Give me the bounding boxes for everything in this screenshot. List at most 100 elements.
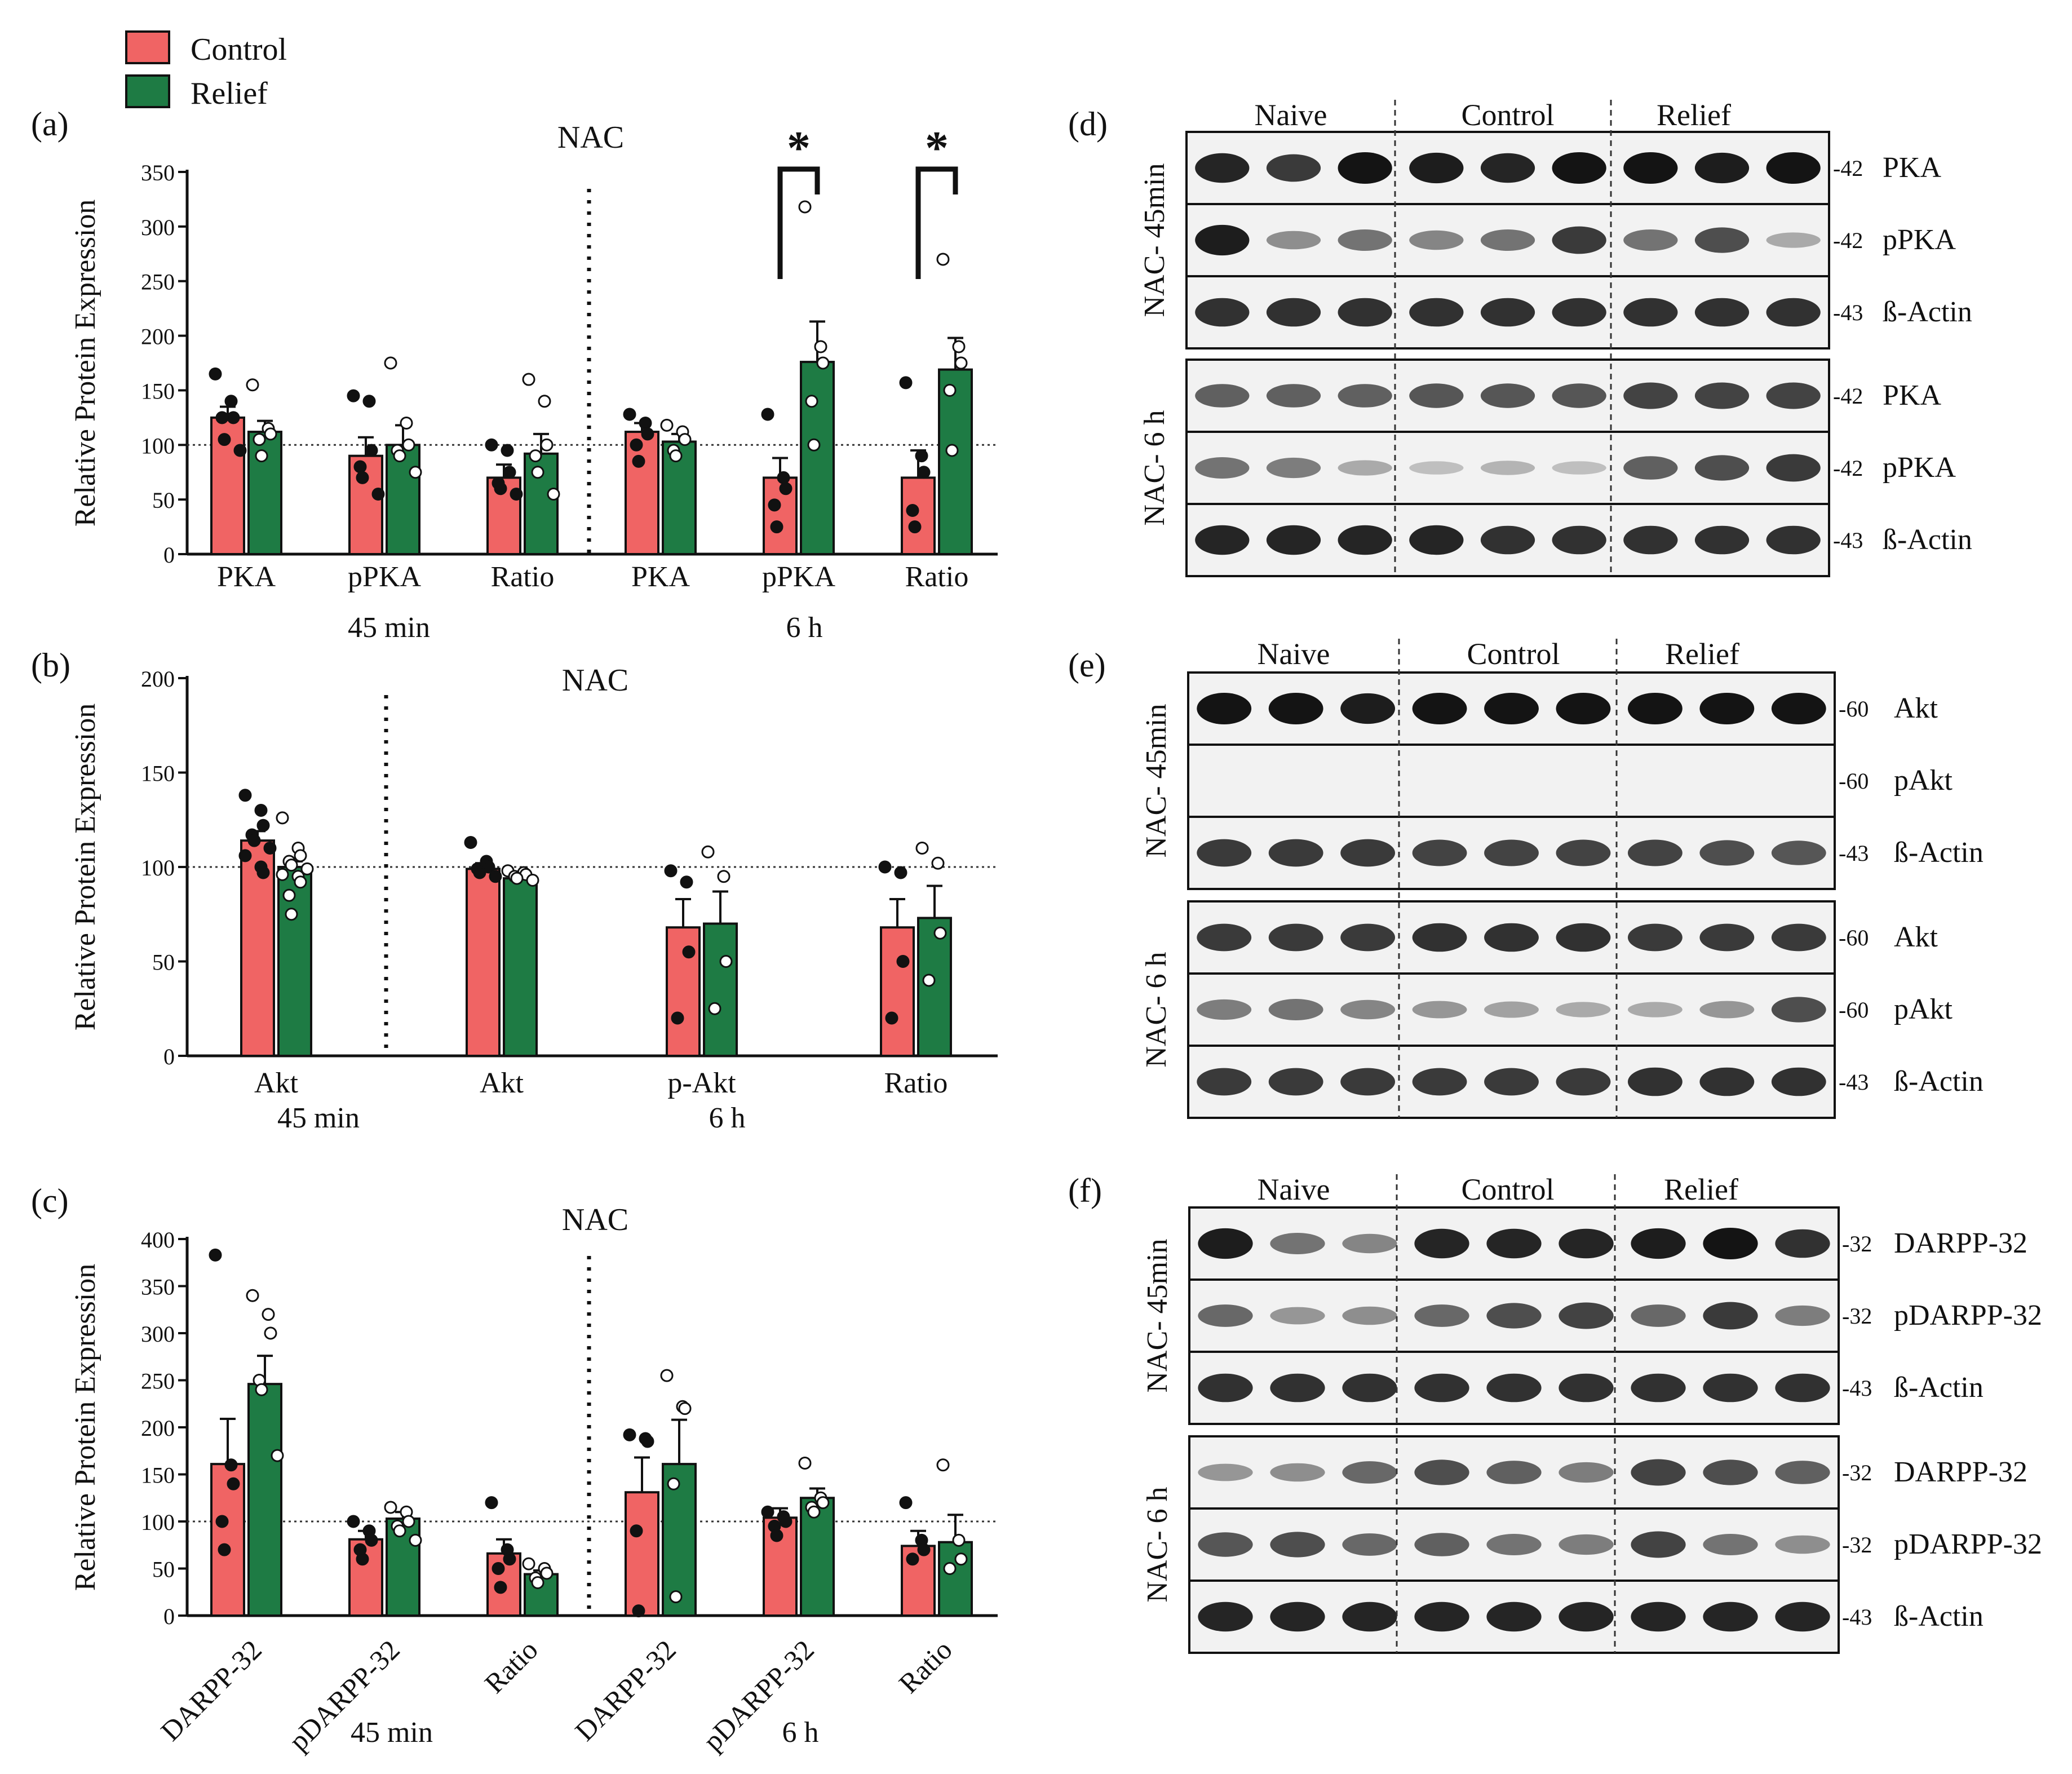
molecular-weight: -43 bbox=[1839, 840, 1869, 866]
blot-band bbox=[1480, 383, 1535, 408]
data-point-control bbox=[356, 1552, 369, 1566]
molecular-weight: -32 bbox=[1842, 1532, 1872, 1558]
bar-control bbox=[625, 431, 659, 555]
group-label: 45 min bbox=[277, 1102, 360, 1134]
data-point-control bbox=[777, 471, 790, 484]
data-point-relief bbox=[807, 1505, 821, 1519]
blot-band bbox=[1694, 298, 1750, 327]
data-point-relief bbox=[678, 433, 692, 446]
y-tick-label: 300 bbox=[141, 215, 175, 240]
significance-bracket bbox=[777, 166, 820, 279]
molecular-weight: -60 bbox=[1839, 925, 1869, 950]
data-point-control bbox=[227, 411, 240, 424]
y-axis-label: Relative Protein Expression bbox=[69, 1264, 101, 1591]
data-point-relief bbox=[931, 856, 945, 870]
data-point-control bbox=[227, 1477, 240, 1490]
y-tick-label: 100 bbox=[141, 1510, 175, 1535]
protein-label: DARPP-32 bbox=[1894, 1456, 2027, 1488]
blot-band bbox=[1484, 693, 1539, 724]
blot-band bbox=[1775, 1305, 1830, 1326]
blot-band bbox=[1631, 1304, 1686, 1327]
blot-band bbox=[1480, 298, 1535, 327]
data-point-relief bbox=[409, 1533, 422, 1547]
data-point-control bbox=[779, 482, 793, 496]
data-point-control bbox=[641, 1435, 654, 1448]
data-point-control bbox=[215, 1515, 229, 1528]
data-point-relief bbox=[282, 888, 296, 902]
blot-band bbox=[1486, 1303, 1542, 1329]
blot-band bbox=[1342, 1533, 1397, 1556]
blot-band bbox=[1480, 153, 1535, 183]
significance-marker: * bbox=[925, 122, 949, 174]
blot-band bbox=[1627, 1002, 1683, 1017]
y-tick-label: 350 bbox=[141, 160, 175, 185]
data-point-control bbox=[501, 444, 514, 457]
protein-label: Akt bbox=[1894, 921, 1938, 953]
data-point-control bbox=[485, 1496, 498, 1510]
molecular-weight: -42 bbox=[1833, 228, 1863, 253]
data-point-control bbox=[224, 1458, 238, 1472]
blot-d: (d) Naive Control Relief -42 PKA -42 pPKA -43 ß-A… bbox=[1068, 98, 1972, 577]
blot-band bbox=[1340, 923, 1396, 952]
data-point-relief bbox=[816, 1496, 830, 1510]
blot-band bbox=[1703, 1373, 1758, 1403]
data-point-relief bbox=[255, 1383, 268, 1396]
blot-band bbox=[1552, 226, 1606, 254]
blot-band bbox=[1338, 460, 1392, 476]
blot-band bbox=[1198, 1228, 1253, 1259]
protein-label: PKA bbox=[1883, 379, 1941, 412]
blot-band bbox=[1699, 1001, 1755, 1019]
data-point-control bbox=[632, 454, 645, 468]
lane-group-label: Relief bbox=[1664, 1173, 1738, 1206]
data-point-control bbox=[768, 498, 781, 512]
blot-band bbox=[1480, 525, 1535, 555]
data-point-control bbox=[224, 395, 238, 408]
blot-band bbox=[1409, 525, 1464, 555]
protein-label: ß-Actin bbox=[1894, 1600, 1984, 1633]
data-point-control bbox=[464, 835, 477, 849]
legend-swatch-relief bbox=[125, 74, 170, 108]
data-point-control bbox=[353, 460, 367, 474]
y-tick-label: 400 bbox=[141, 1227, 175, 1253]
y-tick-label: 50 bbox=[152, 488, 175, 513]
y-tick-label: 0 bbox=[163, 1044, 175, 1069]
data-point-relief bbox=[246, 378, 259, 392]
blot-band bbox=[1627, 839, 1683, 866]
lane-group-label: Naive bbox=[1255, 98, 1327, 132]
protein-label: pAkt bbox=[1894, 764, 1953, 797]
y-axis-label: Relative Protein Expression bbox=[69, 704, 101, 1031]
data-point-control bbox=[238, 849, 252, 862]
blot-band bbox=[1484, 1001, 1539, 1018]
molecular-weight: -42 bbox=[1833, 455, 1863, 481]
protein-label: ß-Actin bbox=[1883, 296, 1972, 328]
data-point-relief bbox=[384, 356, 397, 370]
y-tick-label: 200 bbox=[141, 1415, 175, 1441]
molecular-weight: -32 bbox=[1842, 1303, 1872, 1329]
legend-swatch-control bbox=[125, 30, 170, 64]
data-point-relief bbox=[945, 444, 959, 457]
protein-label: Akt bbox=[1894, 692, 1938, 724]
blot-band bbox=[1197, 1068, 1252, 1096]
data-point-relief bbox=[271, 1449, 284, 1462]
molecular-weight: -42 bbox=[1833, 383, 1863, 409]
blot-band bbox=[1340, 839, 1396, 867]
data-point-relief bbox=[669, 449, 683, 463]
protein-label: PKA bbox=[1883, 152, 1941, 184]
blot-band bbox=[1703, 1602, 1758, 1632]
data-point-relief bbox=[526, 873, 539, 887]
blot-band bbox=[1270, 1532, 1325, 1558]
protein-label: ß-Actin bbox=[1883, 524, 1972, 556]
data-point-relief bbox=[522, 1557, 535, 1571]
blot-band bbox=[1195, 525, 1250, 555]
data-point-relief bbox=[400, 417, 413, 430]
data-point-control bbox=[770, 1529, 783, 1542]
blot-band bbox=[1198, 1463, 1253, 1481]
blot-band bbox=[1480, 229, 1535, 251]
blot-band bbox=[1623, 298, 1678, 327]
x-tick-label: Ratio bbox=[479, 1634, 544, 1699]
blot-band bbox=[1409, 230, 1464, 250]
data-point-relief bbox=[285, 859, 298, 872]
x-tick-label: DARPP-32 bbox=[569, 1634, 682, 1747]
data-point-control bbox=[238, 789, 252, 802]
y-tick-label: 250 bbox=[141, 1369, 175, 1394]
